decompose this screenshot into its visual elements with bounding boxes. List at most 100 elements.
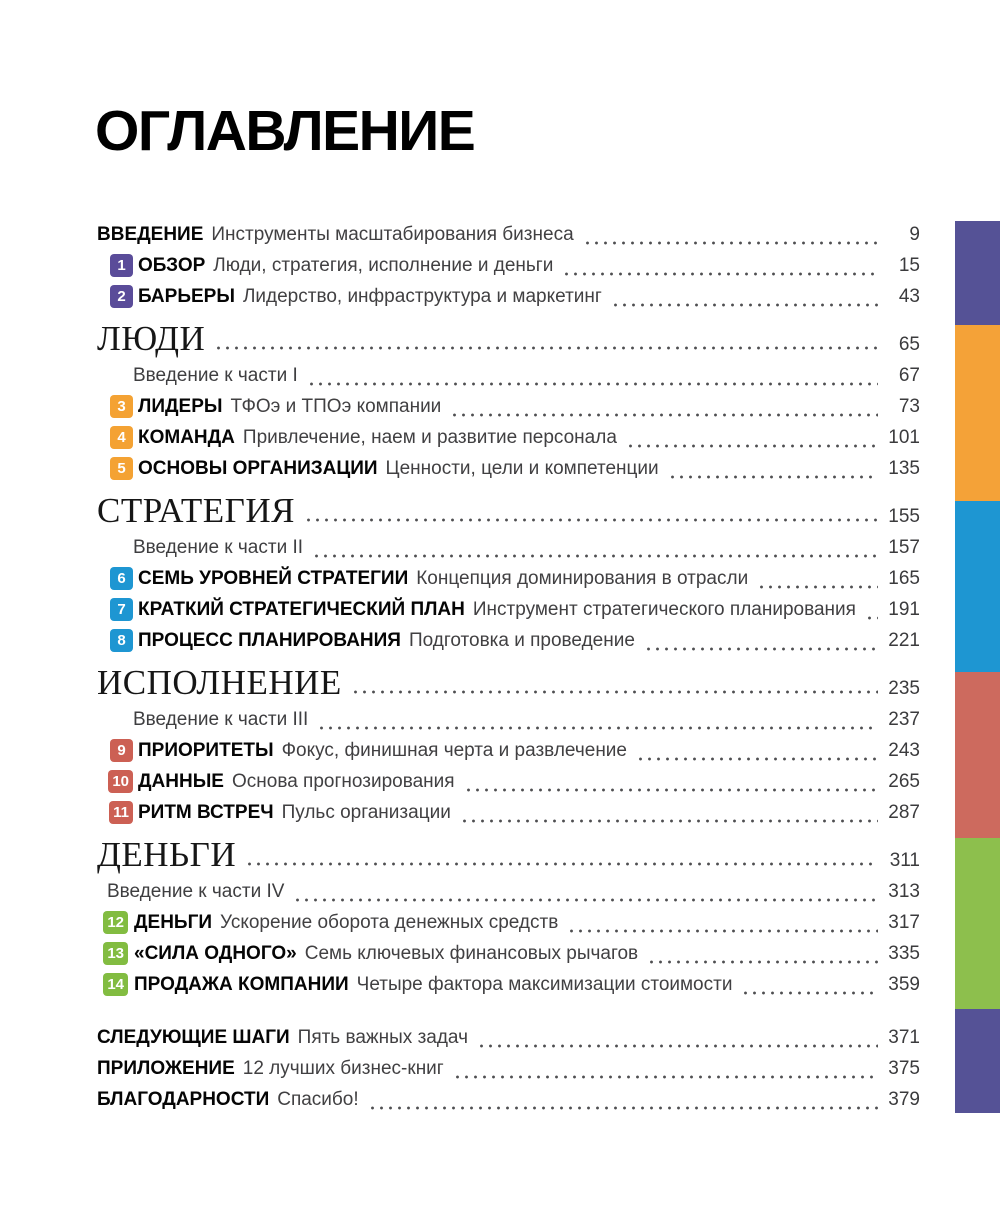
section-title: ДЕНЬГИ: [97, 835, 237, 874]
leader-dots: [214, 346, 878, 350]
leader-dots: [450, 413, 878, 417]
toc-entry: Введение к части I 67: [97, 360, 920, 391]
toc-entry: 5 ОСНОВЫ ОРГАНИЗАЦИИ Ценности, цели и комп…: [97, 453, 920, 484]
section-header-dengi: ДЕНЬГИ 311: [97, 834, 920, 876]
section-title: ЛЮДИ: [97, 319, 206, 358]
chapter-title: ПРОЦЕСС ПЛАНИРОВАНИЯ: [138, 630, 401, 651]
tab-strategiya: [955, 501, 1000, 672]
chapter-badge-col: 5: [97, 457, 138, 480]
chapter-number-badge: 1: [110, 254, 133, 277]
section-header-strategiya: СТРАТЕГИЯ 155: [97, 490, 920, 532]
chapter-title: КОМАНДА: [138, 427, 235, 448]
chapter-title: ОСНОВЫ ОРГАНИЗАЦИИ: [138, 458, 378, 479]
chapter-title: РИТМ ВСТРЕЧ: [138, 802, 274, 823]
page-number: 287: [888, 802, 920, 823]
page-number: 335: [888, 943, 920, 964]
entry-subtitle: Инструменты масштабирования бизнеса: [211, 224, 574, 245]
toc-section-back-matter: СЛЕДУЮЩИЕ ШАГИ Пять важных задач 371 ПРИЛОЖ…: [97, 1022, 920, 1115]
page-number: 65: [898, 334, 920, 355]
leader-dots: [567, 929, 878, 933]
section-title: ИСПОЛНЕНИЕ: [97, 663, 342, 702]
chapter-subtitle: ТФОэ и ТПОэ компании: [230, 396, 442, 417]
page-number: 221: [888, 630, 920, 651]
chapter-badge-col: 9: [97, 739, 138, 762]
chapter-subtitle: Семь ключевых финансовых рычагов: [304, 943, 639, 964]
toc-entry: 11 РИТМ ВСТРЕЧ Пульс организации 287: [97, 797, 920, 828]
entry-title: БЛАГОДАРНОСТИ: [97, 1089, 270, 1110]
page-number: 359: [888, 974, 920, 995]
chapter-title: ПРИОРИТЕТЫ: [138, 740, 274, 761]
page-number: 265: [888, 771, 920, 792]
toc-entry: 4 КОМАНДА Привлечение, наем и развитие пер…: [97, 422, 920, 453]
leader-dots: [643, 647, 878, 651]
toc: ВВЕДЕНИЕ Инструменты масштабирования бизн…: [97, 219, 920, 1115]
leader-dots: [741, 991, 878, 995]
toc-entry: БЛАГОДАРНОСТИ Спасибо! 379: [97, 1084, 920, 1115]
page-number: 311: [889, 850, 920, 871]
tab-back: [955, 1009, 1000, 1113]
chapter-badge-col: 3: [97, 395, 138, 418]
entry-title: СЛЕДУЮЩИЕ ШАГИ: [97, 1027, 290, 1048]
chapter-number-badge: 2: [110, 285, 133, 308]
leader-dots: [367, 1106, 878, 1110]
toc-entry: 12 ДЕНЬГИ Ускорение оборота денежных средс…: [97, 907, 920, 938]
chapter-title: ДЕНЬГИ: [134, 912, 213, 933]
toc-entry: 3 ЛИДЕРЫ ТФОэ и ТПОэ компании 73: [97, 391, 920, 422]
page-number: 375: [888, 1058, 920, 1079]
leader-dots: [459, 819, 878, 823]
leader-dots: [864, 616, 878, 620]
page-number: 101: [888, 427, 920, 448]
chapter-number-badge: 11: [109, 801, 133, 824]
entry-subtitle: 12 лучших бизнес-книг: [242, 1058, 444, 1079]
chapter-number-badge: 9: [110, 739, 133, 762]
entry-title: ВВЕДЕНИЕ: [97, 224, 204, 245]
page-number: 73: [898, 396, 920, 417]
toc-entry: 2 БАРЬЕРЫ Лидерство, инфраструктура и марк…: [97, 281, 920, 312]
chapter-number-badge: 4: [110, 426, 133, 449]
section-title: СТРАТЕГИЯ: [97, 491, 296, 530]
leader-dots: [350, 690, 878, 694]
tab-ispolnenie: [955, 672, 1000, 838]
page-number: 157: [888, 537, 920, 558]
chapter-badge-col: 12: [97, 911, 134, 934]
chapter-badge-col: 6: [97, 567, 138, 590]
section-header-lyudi: ЛЮДИ 65: [97, 318, 920, 360]
page-number: 317: [888, 912, 920, 933]
chapter-number-badge: 14: [103, 973, 128, 996]
entry-subtitle: Пять важных задач: [297, 1027, 468, 1048]
leader-dots: [306, 382, 878, 386]
page-number: 155: [888, 506, 920, 527]
page-number: 235: [888, 678, 920, 699]
chapter-subtitle: Люди, стратегия, исполнение и деньги: [213, 255, 554, 276]
toc-entry: ВВЕДЕНИЕ Инструменты масштабирования бизн…: [97, 219, 920, 250]
leader-dots: [245, 862, 878, 866]
toc-entry: 10 ДАННЫЕ Основа прогнозирования 265: [97, 766, 920, 797]
leader-dots: [562, 272, 878, 276]
page-number: 371: [888, 1027, 920, 1048]
toc-entry: 7 КРАТКИЙ СТРАТЕГИЧЕСКИЙ ПЛАН Инструмент с…: [97, 594, 920, 625]
chapter-subtitle: Лидерство, инфраструктура и маркетинг: [242, 286, 602, 307]
tab-vvedenie: [955, 221, 1000, 325]
leader-dots: [757, 585, 878, 589]
leader-dots: [582, 241, 878, 245]
page-number: 135: [888, 458, 920, 479]
leader-dots: [476, 1044, 878, 1048]
chapter-subtitle: Четыре фактора максимизации стоимости: [356, 974, 733, 995]
chapter-number-badge: 12: [103, 911, 128, 934]
chapter-title: ЛИДЕРЫ: [138, 396, 223, 417]
chapter-badge-col: 8: [97, 629, 138, 652]
part-intro-label: Введение к части I: [133, 365, 298, 386]
page-number: 243: [888, 740, 920, 761]
chapter-subtitle: Концепция доминирования в отрасли: [416, 568, 749, 589]
chapter-badge-col: 4: [97, 426, 138, 449]
leader-dots: [667, 475, 878, 479]
chapter-subtitle: Инструмент стратегического планирования: [472, 599, 856, 620]
entry-subtitle: Спасибо!: [277, 1089, 359, 1110]
toc-entry: Введение к части II 157: [97, 532, 920, 563]
toc-entry: 6 СЕМЬ УРОВНЕЙ СТРАТЕГИИ Концепция доминир…: [97, 563, 920, 594]
page-number: 165: [888, 568, 920, 589]
page-number: 67: [898, 365, 920, 386]
chapter-number-badge: 7: [110, 598, 133, 621]
chapter-title: СЕМЬ УРОВНЕЙ СТРАТЕГИИ: [138, 568, 409, 589]
